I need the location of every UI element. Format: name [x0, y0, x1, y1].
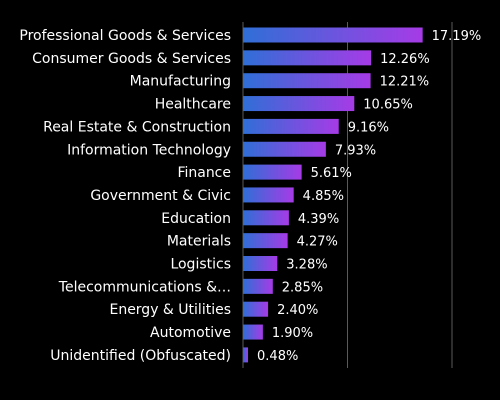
bar	[243, 324, 263, 340]
category-label: Healthcare	[155, 97, 231, 113]
category-label: Automotive	[150, 325, 231, 341]
value-label: 0.48%	[257, 349, 298, 364]
bar	[243, 27, 423, 43]
value-label: 2.40%	[277, 303, 318, 318]
category-label: Manufacturing	[130, 74, 231, 90]
bar	[243, 256, 278, 271]
category-label: Energy & Utilities	[109, 302, 231, 318]
value-label: 17.19%	[432, 29, 482, 44]
category-label: Real Estate & Construction	[43, 119, 231, 135]
category-label: Professional Goods & Services	[19, 28, 231, 44]
bar	[243, 141, 326, 157]
bar	[243, 96, 355, 112]
category-label: Logistics	[170, 257, 231, 273]
bar	[243, 301, 269, 317]
value-label: 1.90%	[272, 326, 313, 341]
bar	[243, 187, 294, 203]
value-label: 4.39%	[298, 212, 339, 227]
bar	[243, 210, 289, 226]
value-label: 10.65%	[363, 98, 413, 113]
category-label: Finance	[177, 165, 231, 181]
value-label: 5.61%	[311, 166, 352, 181]
category-label: Government & Civic	[90, 188, 231, 204]
category-label: Information Technology	[67, 142, 231, 158]
bar	[243, 73, 371, 89]
bar	[243, 164, 302, 180]
bar	[243, 50, 372, 66]
value-label: 12.21%	[380, 75, 430, 90]
value-label: 7.93%	[335, 143, 376, 158]
category-label: Education	[161, 211, 231, 227]
category-label: Consumer Goods & Services	[32, 51, 231, 67]
bar	[243, 278, 273, 294]
category-label: Materials	[167, 234, 231, 250]
value-label: 12.26%	[380, 52, 430, 67]
bar	[243, 347, 249, 363]
value-label: 9.16%	[348, 120, 389, 135]
value-label: 4.85%	[303, 189, 344, 204]
category-label: Telecommunications &…	[58, 279, 231, 295]
category-label: Unidentified (Obfuscated)	[50, 348, 231, 364]
value-label: 4.27%	[297, 235, 338, 250]
labels: Professional Goods & Services 17.19% Consu…	[19, 28, 481, 364]
value-label: 3.28%	[286, 258, 327, 273]
bar	[243, 233, 288, 249]
bar	[243, 118, 339, 134]
value-label: 2.85%	[282, 280, 323, 295]
bars	[243, 27, 423, 363]
